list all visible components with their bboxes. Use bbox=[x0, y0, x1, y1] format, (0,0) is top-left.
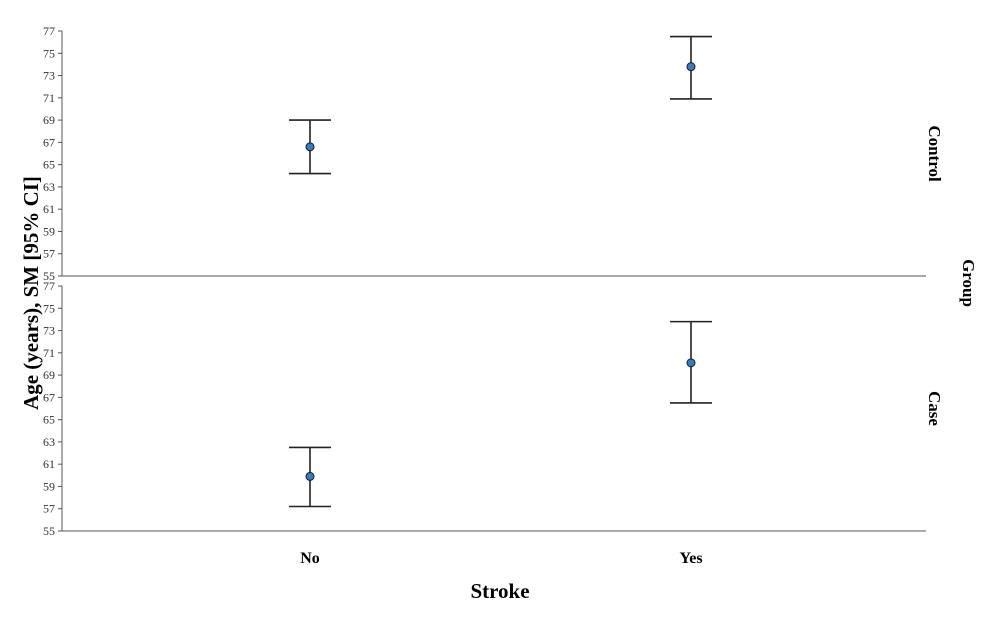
case-y-tick-label: 69 bbox=[43, 368, 55, 382]
case-y-tick-label: 77 bbox=[43, 279, 55, 293]
x-axis-title: Stroke bbox=[470, 579, 529, 603]
case-y-tick-label: 71 bbox=[43, 346, 55, 360]
case-y-tick-label: 63 bbox=[43, 435, 55, 449]
control-y-tick-label: 61 bbox=[43, 202, 55, 216]
axes-layer: 55 57 59 61 63 65 67 69 71 73 75 77 Control 55 57 59 61 6… bbox=[43, 24, 944, 567]
case-y-tick-label: 73 bbox=[43, 324, 55, 338]
x-category-label: No bbox=[300, 550, 320, 567]
marks-layer bbox=[289, 35, 712, 508]
control-yes-mean-point bbox=[686, 62, 696, 72]
control-y-tick-label: 57 bbox=[43, 247, 55, 261]
case-yes-mean-point bbox=[686, 358, 696, 368]
control-y-tick-label: 65 bbox=[43, 158, 55, 172]
case-y-tick-label: 65 bbox=[43, 413, 55, 427]
control-y-tick-label: 71 bbox=[43, 91, 55, 105]
case-y-tick-label: 67 bbox=[43, 390, 55, 404]
case-y-tick-label: 75 bbox=[43, 301, 55, 315]
y-axis-title: Age (years), SM [95% CI] bbox=[19, 176, 43, 410]
control-y-tick-label: 75 bbox=[43, 46, 55, 60]
facet-title: Group bbox=[959, 259, 978, 307]
control-panel-label: Control bbox=[925, 125, 944, 182]
control-y-tick-label: 55 bbox=[43, 269, 55, 283]
case-y-tick-label: 57 bbox=[43, 502, 55, 516]
control-no-mean-point bbox=[305, 142, 315, 152]
case-y-tick-label: 55 bbox=[43, 524, 55, 538]
case-y-tick-label: 59 bbox=[43, 479, 55, 493]
case-panel-label: Case bbox=[925, 391, 944, 426]
control-y-tick-label: 59 bbox=[43, 224, 55, 238]
control-y-tick-label: 73 bbox=[43, 69, 55, 83]
control-y-tick-label: 77 bbox=[43, 24, 55, 38]
case-y-tick-label: 61 bbox=[43, 457, 55, 471]
control-y-tick-label: 63 bbox=[43, 180, 55, 194]
control-y-tick-label: 67 bbox=[43, 135, 55, 149]
control-y-tick-label: 69 bbox=[43, 113, 55, 127]
x-category-label: Yes bbox=[679, 550, 702, 567]
case-no-mean-point bbox=[305, 471, 315, 481]
